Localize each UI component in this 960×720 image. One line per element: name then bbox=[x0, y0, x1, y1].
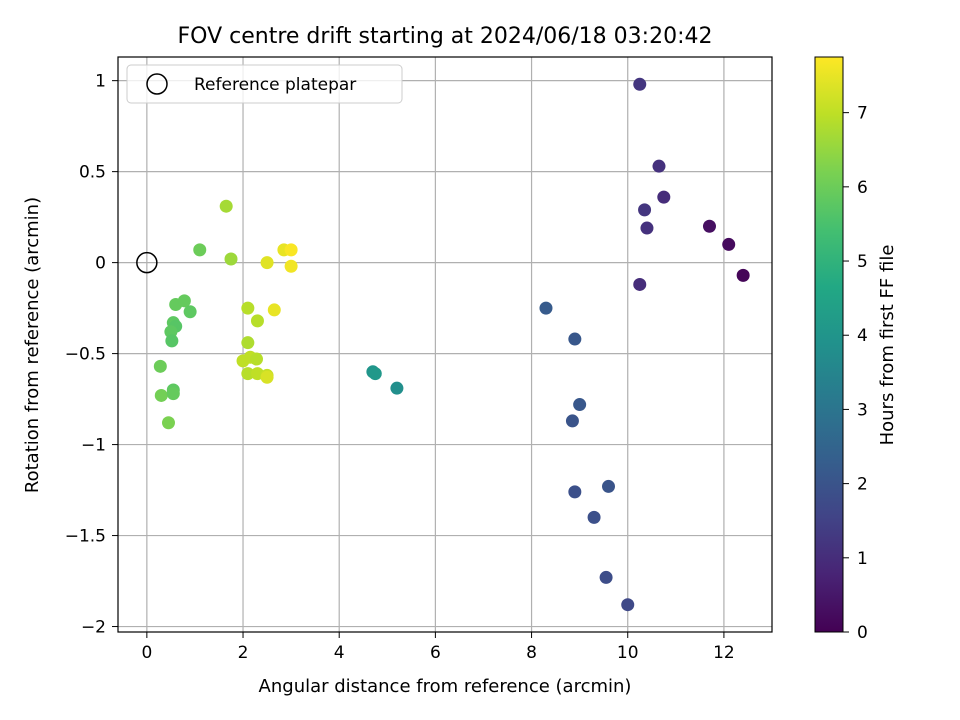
reference-point bbox=[136, 251, 158, 274]
y-tick-label: −1.5 bbox=[65, 527, 106, 547]
data-point bbox=[153, 359, 167, 373]
colorbar-tick-label: 5 bbox=[857, 252, 868, 272]
data-point bbox=[241, 367, 255, 381]
colorbar-tick-label: 3 bbox=[857, 400, 868, 420]
data-point bbox=[166, 387, 180, 401]
data-point bbox=[260, 370, 274, 384]
data-point bbox=[722, 237, 736, 251]
data-point bbox=[161, 416, 175, 430]
x-tick-label: 8 bbox=[526, 643, 537, 663]
data-point bbox=[284, 243, 298, 257]
y-tick-label: 1 bbox=[95, 72, 106, 92]
data-point bbox=[241, 336, 255, 350]
data-point bbox=[224, 252, 238, 266]
colorbar-tick-label: 1 bbox=[857, 549, 868, 569]
data-point bbox=[539, 301, 553, 315]
data-point bbox=[284, 259, 298, 273]
data-point bbox=[621, 598, 635, 612]
data-point bbox=[568, 485, 582, 499]
data-point bbox=[736, 268, 750, 282]
data-point bbox=[183, 305, 197, 319]
data-point bbox=[219, 199, 233, 213]
legend: Reference platepar bbox=[126, 64, 403, 104]
data-point bbox=[390, 381, 404, 395]
data-point bbox=[599, 570, 613, 584]
colorbar-label: Hours from first FF file bbox=[877, 245, 898, 446]
x-axis-ticks: 0 2 4 6 8 10 12 bbox=[141, 632, 735, 663]
data-point bbox=[633, 77, 647, 91]
data-point bbox=[250, 314, 264, 328]
x-axis-label: Angular distance from reference (arcmin) bbox=[259, 676, 632, 697]
y-tick-label: −1 bbox=[81, 436, 106, 456]
data-point bbox=[260, 256, 274, 270]
data-point bbox=[640, 221, 654, 235]
data-point bbox=[587, 510, 601, 524]
x-tick-label: 2 bbox=[238, 643, 249, 663]
x-tick-label: 10 bbox=[617, 643, 639, 663]
y-tick-label: −0.5 bbox=[65, 345, 106, 365]
data-point bbox=[565, 414, 579, 428]
data-point bbox=[267, 303, 281, 317]
x-tick-label: 12 bbox=[713, 643, 735, 663]
colorbar-tick-label: 6 bbox=[857, 178, 868, 198]
x-tick-label: 6 bbox=[430, 643, 441, 663]
reference-marker bbox=[136, 251, 158, 274]
data-point bbox=[633, 277, 647, 291]
data-point bbox=[193, 243, 207, 257]
data-point bbox=[702, 219, 716, 233]
colorbar-tick-label: 2 bbox=[857, 475, 868, 495]
y-tick-label: −2 bbox=[81, 618, 106, 638]
data-point bbox=[602, 479, 615, 493]
data-point bbox=[652, 159, 666, 173]
data-point bbox=[657, 190, 671, 204]
plot-frame bbox=[117, 56, 773, 633]
grid-lines bbox=[118, 57, 772, 632]
data-point bbox=[573, 398, 587, 412]
colorbar-tick-label: 4 bbox=[857, 326, 868, 346]
data-point bbox=[241, 301, 255, 315]
data-point bbox=[249, 352, 263, 366]
y-axis-label: Rotation from reference (arcmin) bbox=[22, 197, 43, 493]
data-point bbox=[154, 388, 168, 402]
data-point bbox=[568, 332, 582, 346]
legend-label-reference: Reference platepar bbox=[194, 75, 356, 95]
x-tick-label: 4 bbox=[334, 643, 345, 663]
data-point bbox=[165, 334, 179, 348]
colorbar: 0 1 2 3 4 5 6 7 Hours from first FF file bbox=[814, 56, 898, 643]
data-point bbox=[177, 294, 191, 308]
chart-title: FOV centre drift starting at 2024/06/18 … bbox=[178, 24, 713, 49]
colorbar-tick-label: 7 bbox=[857, 104, 868, 124]
legend-reference-marker bbox=[146, 73, 168, 95]
colorbar-gradient bbox=[814, 56, 844, 633]
y-axis-ticks: 1 0.5 0 −0.5 −1 −1.5 −2 bbox=[65, 72, 118, 638]
data-point bbox=[638, 203, 652, 217]
y-tick-label: 0 bbox=[95, 254, 106, 274]
data-point bbox=[368, 367, 382, 381]
x-tick-label: 0 bbox=[141, 643, 152, 663]
y-tick-label: 0.5 bbox=[79, 163, 106, 183]
colorbar-tick-label: 0 bbox=[857, 623, 868, 643]
colorbar-ticks: 0 1 2 3 4 5 6 7 bbox=[843, 104, 868, 643]
legend-box bbox=[126, 64, 403, 104]
data-points bbox=[153, 77, 750, 612]
